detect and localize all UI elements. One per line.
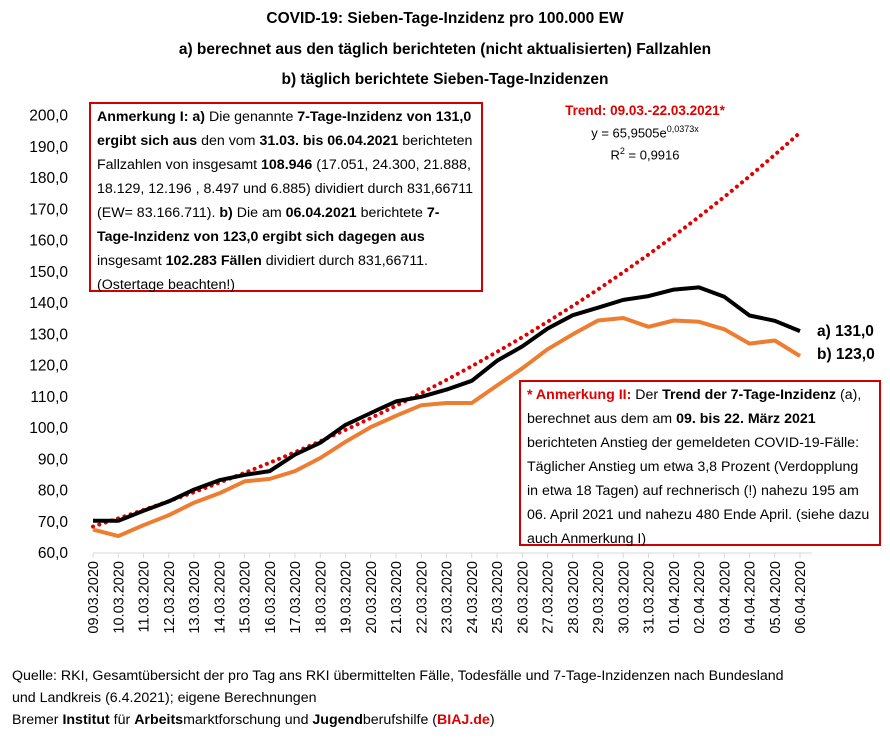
- x-tick-label: 22.03.2020: [414, 561, 430, 634]
- x-tick-label: 23.03.2020: [440, 561, 456, 634]
- x-tick-label: 21.03.2020: [389, 561, 405, 634]
- trend-r2: R2 = 0,9916: [610, 146, 680, 163]
- x-tick-label: 18.03.2020: [313, 561, 329, 634]
- footer-source-1: Quelle: RKI, Gesamtübersicht der pro Tag…: [12, 668, 784, 684]
- x-tick-label: 13.03.2020: [187, 561, 203, 634]
- end-label-a: a) 131,0: [817, 323, 874, 340]
- title-line-2: a) berechnet aus den täglich berichteten…: [178, 41, 712, 58]
- y-tick-labels: 60,0 70,0 80,0 90,0 100,0 110,0 120,0 130,0 140,…: [29, 108, 68, 563]
- y-tick-label: 70,0: [38, 514, 69, 531]
- trend-line: [91, 130, 802, 529]
- x-tick-label: 10.03.2020: [111, 561, 127, 634]
- x-tick-label: 20.03.2020: [364, 561, 380, 634]
- y-tick-label: 100,0: [29, 420, 68, 437]
- x-tick-label: 30.03.2020: [616, 561, 632, 634]
- note-2: * Anmerkung II: Der Trend der 7-Tage-Inz…: [519, 380, 881, 547]
- x-tick-labels: 09.03.2020 10.03.2020 11.03.2020 12.03.2020…: [86, 561, 809, 634]
- y-tick-label: 60,0: [38, 545, 69, 562]
- chart-axes: [92, 552, 812, 558]
- x-tick-label: 06.04.2020: [793, 561, 809, 634]
- series-a-line: [93, 285, 801, 523]
- x-tick-label: 28.03.2020: [566, 561, 582, 634]
- y-tick-label: 190,0: [29, 139, 68, 156]
- x-tick-label: 31.03.2020: [642, 561, 658, 634]
- x-tick-label: 17.03.2020: [288, 561, 304, 634]
- x-tick-label: 12.03.2020: [162, 561, 178, 634]
- x-tick-label: 04.04.2020: [743, 561, 759, 634]
- x-tick-label: 03.04.2020: [717, 561, 733, 634]
- footer-source-2: und Landkreis (6.4.2021); eigene Berechn…: [12, 690, 317, 706]
- footer-institute: Bremer Institut für Arbeitsmarktforschun…: [12, 712, 495, 728]
- series-b-line: [92, 316, 802, 539]
- x-tick-label: 01.04.2020: [667, 561, 683, 634]
- title-line-3: b) täglich berichtete Sieben-Tage-Inzide…: [281, 71, 609, 88]
- y-tick-label: 170,0: [29, 201, 68, 218]
- x-tick-label: 29.03.2020: [591, 561, 607, 634]
- y-tick-label: 150,0: [29, 264, 68, 281]
- x-tick-label: 26.03.2020: [515, 561, 531, 634]
- y-tick-label: 140,0: [29, 295, 68, 312]
- x-tick-label: 27.03.2020: [541, 561, 557, 634]
- trend-label: Trend: 09.03.-22.03.2021* y = 65,9505e0,…: [540, 102, 750, 165]
- x-tick-label: 25.03.2020: [490, 561, 506, 634]
- footer: Quelle: RKI, Gesamtübersicht der pro Tag…: [12, 665, 784, 731]
- y-tick-label: 80,0: [38, 483, 69, 500]
- y-tick-label: 130,0: [29, 326, 68, 343]
- biaj-link[interactable]: BIAJ.de: [437, 712, 490, 728]
- x-tick-label: 11.03.2020: [137, 561, 153, 633]
- y-tick-label: 110,0: [30, 389, 68, 406]
- trend-formula: y = 65,9505e0,0373x: [591, 124, 699, 141]
- x-tick-label: 16.03.2020: [263, 561, 279, 634]
- note-1: Anmerkung I: a) Die genannte 7-Tage-Inzi…: [89, 102, 483, 293]
- y-tick-label: 180,0: [29, 170, 68, 187]
- x-tick-label: 15.03.2020: [238, 561, 254, 634]
- title-line-1: COVID-19: Sieben-Tage-Inzidenz pro 100.0…: [266, 10, 624, 27]
- x-tick-label: 19.03.2020: [339, 561, 355, 634]
- x-tick-label: 02.04.2020: [692, 561, 708, 634]
- x-tick-label: 14.03.2020: [212, 561, 228, 634]
- x-tick-label: 05.04.2020: [768, 561, 784, 634]
- y-tick-label: 160,0: [29, 233, 68, 250]
- x-tick-label: 09.03.2020: [86, 561, 102, 634]
- trend-title: Trend: 09.03.-22.03.2021*: [565, 103, 725, 118]
- end-label-b: b) 123,0: [817, 346, 875, 363]
- y-tick-label: 90,0: [38, 451, 69, 468]
- x-tick-label: 24.03.2020: [465, 561, 481, 634]
- y-tick-label: 120,0: [29, 358, 68, 375]
- y-tick-label: 200,0: [29, 108, 68, 125]
